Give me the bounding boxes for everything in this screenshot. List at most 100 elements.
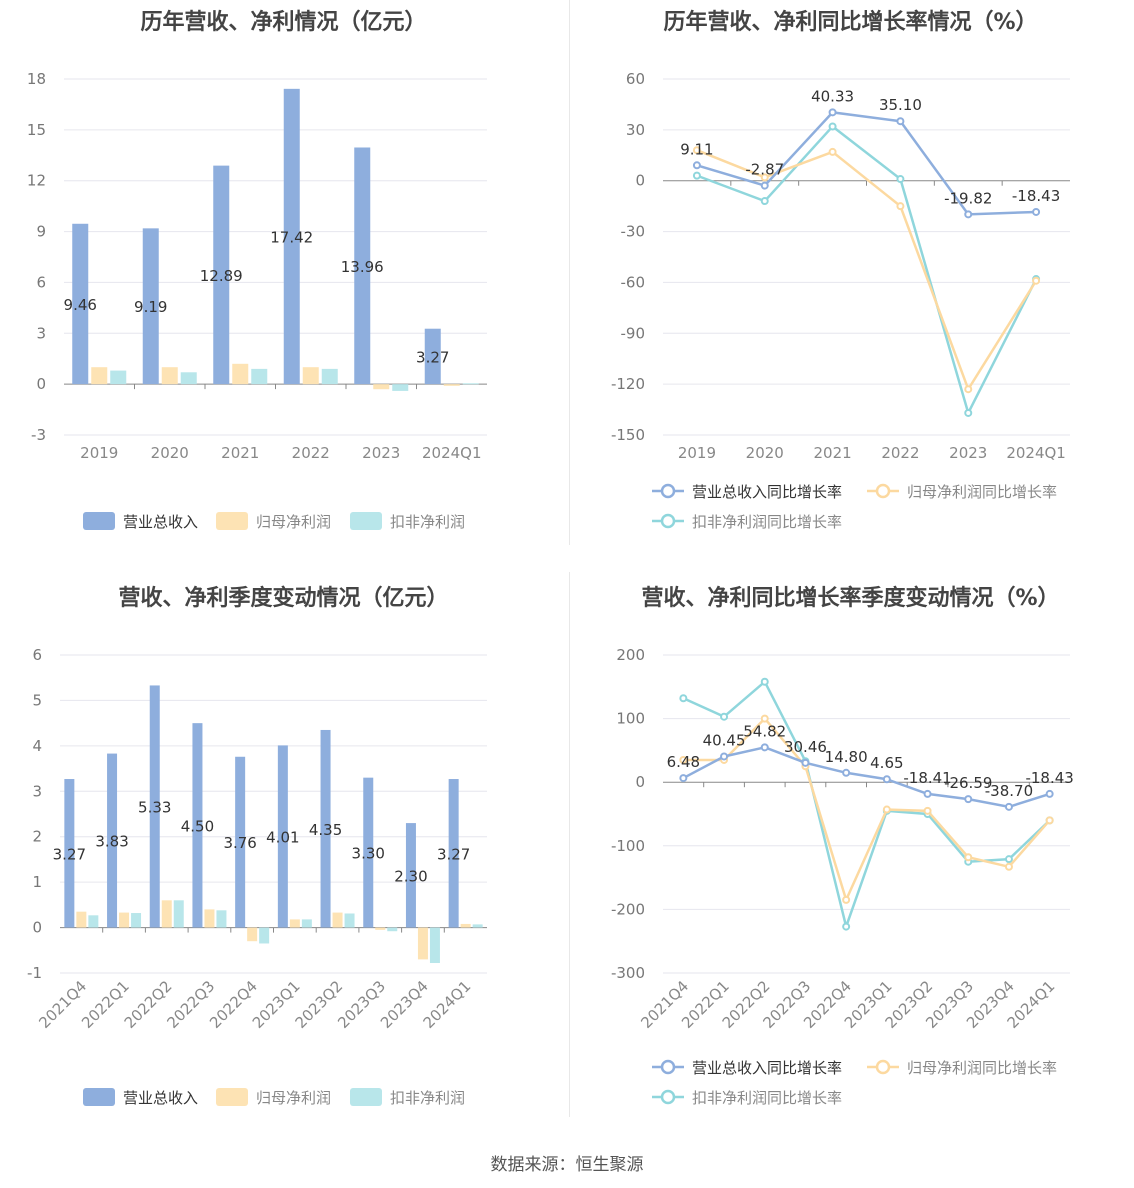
- series-point-0: [842, 768, 851, 777]
- y-tick-label: 3: [32, 782, 42, 800]
- y-tick-label: 0: [635, 172, 645, 190]
- bar-value-label: 4.01: [266, 828, 299, 846]
- x-tick-label: 2023: [949, 444, 987, 462]
- bar-1: [443, 384, 460, 386]
- series-point-2: [1004, 855, 1013, 864]
- bar-0: [424, 328, 441, 385]
- series-point-2: [760, 677, 769, 686]
- series-point-1: [964, 853, 973, 862]
- series-point-0: [1045, 789, 1054, 798]
- series-point-1: [1045, 816, 1054, 825]
- bar-2: [251, 368, 268, 385]
- bar-2: [429, 927, 440, 964]
- x-tick-label: 2021: [221, 444, 259, 462]
- y-tick-label: 3: [36, 324, 46, 342]
- bar-0: [107, 753, 118, 928]
- series-point-2: [896, 175, 905, 184]
- quarterly-amount-svg: -101234562021Q42022Q12022Q22022Q32022Q42…: [27, 646, 487, 1107]
- point-value-label: 40.33: [811, 87, 854, 105]
- y-tick-label: -3: [31, 426, 46, 444]
- bar-0: [320, 729, 331, 928]
- legend-swatch-marker: [875, 483, 891, 499]
- legend-label: 扣非净利润: [390, 1089, 465, 1107]
- bar-value-label: 3.76: [223, 834, 256, 852]
- series-line-2: [682, 679, 1051, 931]
- bar-0: [354, 147, 371, 385]
- y-tick-label: 1: [32, 873, 42, 891]
- series-point-1: [1004, 862, 1013, 871]
- series-line-1: [683, 716, 1051, 904]
- x-tick-label: 2019: [80, 444, 118, 462]
- legend-swatch-marker: [660, 1059, 676, 1075]
- annual-amount-chart: 历年营收、净利情况（亿元） -3 0 3 6 9 12 15 18 2019 2020 2021 20…: [0, 0, 567, 560]
- bar-value-label: 13.96: [341, 258, 384, 276]
- point-value-label: -18.43: [1012, 187, 1060, 205]
- y-tick-label: 60: [626, 70, 645, 88]
- series-point-0: [720, 752, 729, 761]
- y-tick-label: 100: [616, 710, 645, 728]
- chart-title: 营收、净利同比增长率季度变动情况（%）: [641, 586, 1060, 611]
- legend-swatch: [350, 1088, 382, 1106]
- point-value-label: 40.45: [703, 731, 746, 749]
- point-value-label: 35.10: [879, 96, 922, 114]
- series-point-1: [882, 805, 891, 814]
- bar-value-label: 9.19: [134, 298, 167, 316]
- series-point-0: [760, 181, 769, 190]
- legend-label: 营业总收入同比增长率: [692, 1059, 842, 1077]
- y-tick-label: 6: [32, 646, 42, 664]
- bar-1: [161, 900, 172, 928]
- series-point-0: [692, 161, 701, 170]
- bar-value-label: 4.35: [309, 821, 342, 839]
- y-tick-label: -120: [611, 375, 645, 393]
- legend-swatch-marker: [660, 1089, 676, 1105]
- bar-0: [192, 723, 203, 928]
- series-line-2: [696, 124, 1038, 417]
- bar-value-label: 3.83: [95, 833, 128, 851]
- x-tick-label: 2019: [678, 444, 716, 462]
- series-point-1: [692, 146, 701, 155]
- bar-1: [76, 911, 87, 928]
- series-line-0: [682, 746, 1051, 809]
- divider-top: [569, 0, 570, 545]
- series-point-0: [882, 775, 891, 784]
- point-value-label: 6.48: [667, 753, 700, 771]
- series-point-1: [828, 147, 837, 156]
- x-tick-label: 2020: [746, 444, 784, 462]
- bar-1: [289, 919, 300, 928]
- series-point-0: [896, 117, 905, 126]
- x-tick-label: 2023: [362, 444, 400, 462]
- point-value-label: 14.80: [825, 748, 868, 766]
- bar-0: [149, 685, 160, 928]
- series-point-1: [760, 173, 769, 182]
- bar-2: [131, 913, 142, 928]
- bar-2: [216, 910, 227, 928]
- bar-0: [277, 745, 288, 928]
- quarterly-amount-chart: 营收、净利季度变动情况（亿元） -1 0 1 2 3 4 5 6 2021Q4 2022Q1 202…: [0, 576, 567, 1136]
- bar-2: [472, 924, 483, 928]
- y-tick-label: -1: [27, 964, 42, 982]
- series-point-0: [760, 743, 769, 752]
- bar-value-label: 12.89: [200, 267, 243, 285]
- y-tick-label: 0: [32, 919, 42, 937]
- bar-0: [405, 823, 416, 928]
- legend-swatch: [83, 512, 115, 530]
- series-point-2: [842, 922, 851, 931]
- y-tick-label: -300: [611, 964, 645, 982]
- series-point-1: [760, 714, 769, 723]
- point-value-label: -38.70: [985, 782, 1033, 800]
- series-point-1: [842, 895, 851, 904]
- bar-1: [119, 912, 130, 928]
- legend-label: 扣非净利润同比增长率: [692, 1089, 842, 1107]
- bar-1: [232, 363, 249, 385]
- legend-label: 归母净利润: [256, 1089, 331, 1107]
- bar-0: [64, 779, 75, 928]
- series-point-2: [679, 694, 688, 703]
- point-value-label: 4.65: [870, 754, 903, 772]
- bar-value-label: 17.42: [270, 228, 313, 246]
- bar-2: [180, 372, 197, 385]
- bar-1: [375, 927, 386, 930]
- point-value-label: 30.46: [784, 738, 827, 756]
- bar-1: [332, 912, 343, 928]
- series-point-0: [964, 795, 973, 804]
- y-tick-label: 15: [27, 121, 46, 139]
